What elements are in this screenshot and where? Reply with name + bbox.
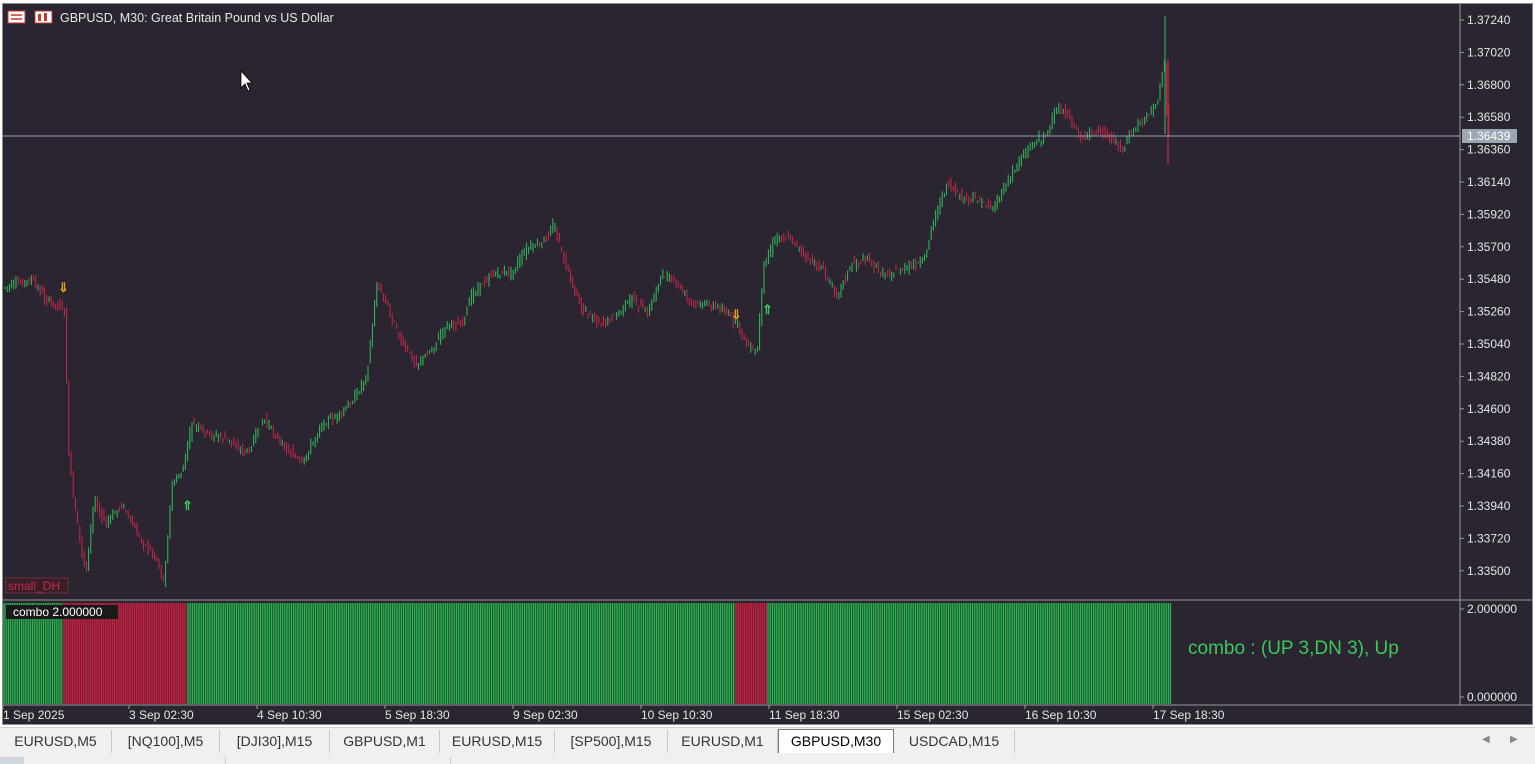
price-axis-label: 1.34380	[1467, 434, 1511, 448]
time-axis-label: 11 Sep 18:30	[769, 708, 840, 722]
chart-menu-icon[interactable]	[7, 10, 26, 24]
indicator-histogram	[3, 603, 1172, 704]
time-axis-label: 3 Sep 02:30	[129, 708, 194, 722]
indicator-status-text: combo : (UP 3,DN 3), Up	[1188, 638, 1399, 659]
indicator-axis-bottom: 0.000000	[1467, 690, 1517, 704]
price-axis-label: 1.35480	[1467, 272, 1511, 286]
price-axis-label: 1.34820	[1467, 369, 1511, 383]
price-axis[interactable]: 1.37240 1.37020 1.36800 1.36580 1.36360 1.361…	[1460, 13, 1511, 578]
chart-tab[interactable]: [DJI30],M15	[220, 730, 330, 753]
chart-tab[interactable]: EURUSD,M15	[440, 730, 555, 753]
tabs-scroll-right-icon[interactable]: ▶	[1510, 734, 1518, 745]
signal-down-arrow-icon: ⇓	[58, 280, 69, 295]
object-label-bg	[5, 577, 69, 594]
time-axis[interactable]	[3, 706, 1533, 725]
price-axis-label: 1.35040	[1467, 337, 1511, 351]
chart-tabs-bar: EURUSD,M5 [NQ100],M5 [DJI30],M15 GBPUSD,M1 E…	[0, 727, 1535, 755]
time-axis-label: 16 Sep 10:30	[1025, 708, 1097, 722]
chart-type-icon[interactable]	[34, 10, 53, 24]
chart-tab[interactable]: GBPUSD,M1	[330, 730, 440, 753]
chart-title: GBPUSD, M30: Great Britain Pound vs US D…	[60, 11, 334, 25]
time-axis-label: 10 Sep 10:30	[641, 708, 713, 722]
price-axis-label: 1.37020	[1467, 45, 1511, 59]
indicator-name-bg	[6, 605, 118, 619]
chart-window[interactable]: GBPUSD, M30: Great Britain Pound vs US D…	[2, 3, 1533, 725]
price-candles	[4, 16, 1170, 588]
ask-price-label: 1.36439	[1467, 129, 1511, 143]
chart-tab[interactable]: [NQ100],M5	[112, 730, 220, 753]
time-axis-label: 15 Sep 02:30	[897, 708, 969, 722]
signal-arrows: ⇓ ⇑ ⇓ ⇑	[58, 280, 773, 513]
signal-up-arrow-icon: ⇑	[182, 498, 193, 513]
chart-tab[interactable]: EURUSD,M1	[668, 730, 778, 753]
indicator-axis-top: 2.000000	[1467, 602, 1517, 616]
price-axis-label: 1.37240	[1467, 13, 1511, 27]
signal-up-arrow-icon: ⇑	[762, 302, 773, 317]
time-axis-label: 17 Sep 18:30	[1153, 708, 1225, 722]
chart-tab[interactable]: [SP500],M15	[555, 730, 668, 753]
ask-price-label-bg	[1462, 129, 1517, 143]
time-axis-labels: 1 Sep 2025 3 Sep 02:30 4 Sep 10:30 5 Sep 18…	[3, 705, 1225, 722]
price-axis-label: 1.33940	[1467, 499, 1511, 513]
price-axis-label: 1.36580	[1467, 110, 1511, 124]
price-axis-label: 1.33720	[1467, 531, 1511, 545]
object-label[interactable]: small_DH	[8, 579, 60, 593]
price-panel[interactable]	[3, 4, 1460, 600]
chart-tab[interactable]: GBPUSD,M30	[778, 729, 894, 753]
status-strip	[0, 755, 1535, 764]
chart-canvas[interactable]: GBPUSD, M30: Great Britain Pound vs US D…	[3, 4, 1533, 725]
price-axis-label: 1.36800	[1467, 78, 1511, 92]
price-axis-label: 1.33500	[1467, 564, 1511, 578]
price-axis-label: 1.34160	[1467, 467, 1511, 481]
time-axis-label: 9 Sep 02:30	[513, 708, 578, 722]
price-axis-label: 1.35920	[1467, 207, 1511, 221]
time-axis-label: 4 Sep 10:30	[257, 708, 322, 722]
time-axis-label: 5 Sep 18:30	[385, 708, 450, 722]
price-axis-label: 1.36140	[1467, 175, 1511, 189]
chart-tab[interactable]: USDCAD,M15	[894, 730, 1015, 753]
time-axis-label: 1 Sep 2025	[3, 708, 65, 722]
mouse-cursor-icon	[240, 69, 253, 92]
price-axis-label: 1.35700	[1467, 240, 1511, 254]
price-axis-label: 1.34600	[1467, 402, 1511, 416]
indicator-name: combo 2.000000	[13, 605, 103, 619]
chart-tab[interactable]: EURUSD,M5	[0, 730, 112, 753]
price-axis-label: 1.36360	[1467, 143, 1511, 157]
price-axis-label: 1.35260	[1467, 305, 1511, 319]
tabs-scroll-left-icon[interactable]: ◀	[1482, 734, 1490, 745]
signal-down-arrow-icon: ⇓	[731, 307, 742, 322]
